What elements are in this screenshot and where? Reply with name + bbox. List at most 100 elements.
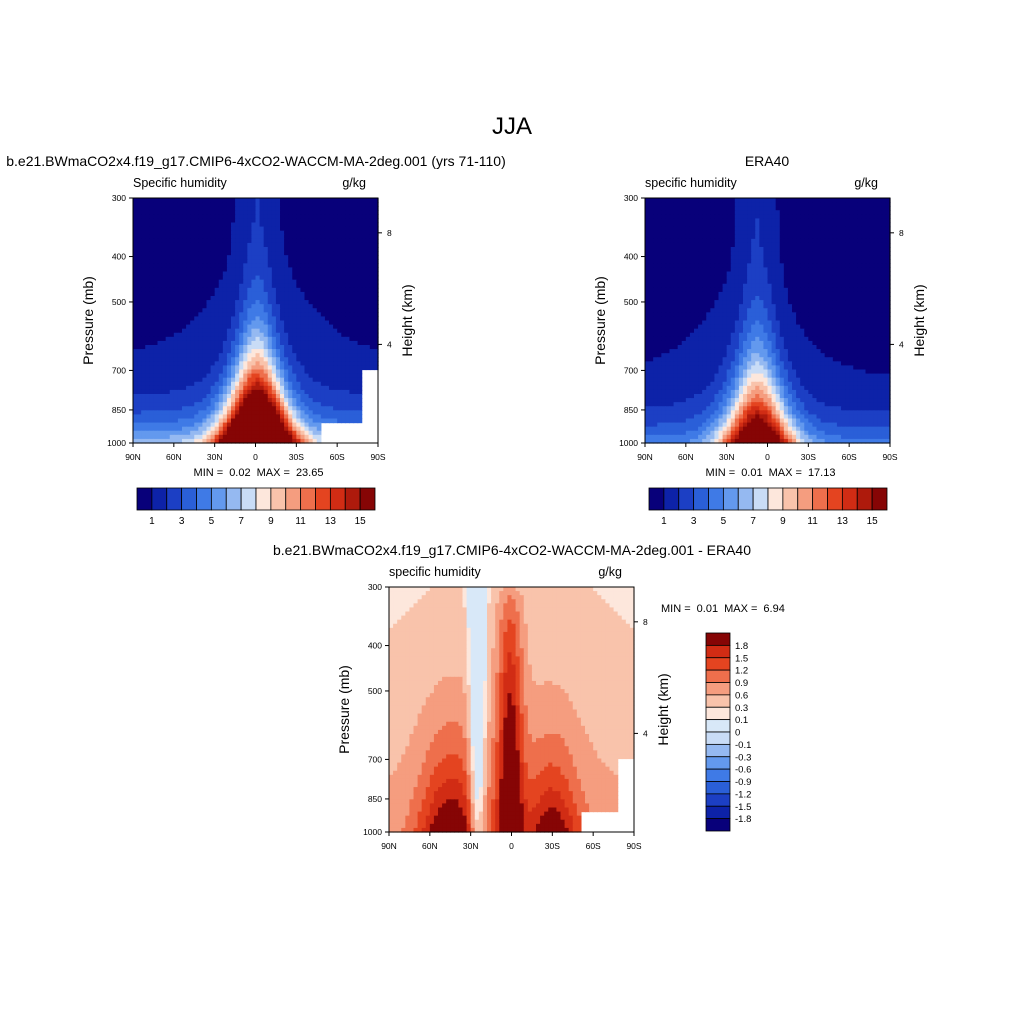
- model-contour-cell: [145, 259, 150, 264]
- model-contour-cell: [304, 357, 310, 362]
- obs-contour-cell: [747, 283, 752, 289]
- obs-contour-cell: [849, 291, 854, 297]
- model-contour-cell: [182, 206, 187, 211]
- model-contour-cell: [243, 226, 248, 232]
- obs-contour-cell: [710, 242, 716, 248]
- model-contour-cell: [259, 365, 265, 371]
- model-contour-cell: [288, 418, 293, 424]
- model-contour-cell: [316, 291, 322, 297]
- model-contour-cell: [198, 410, 204, 416]
- model-contour-cell: [190, 406, 195, 411]
- model-contour-cell: [280, 406, 285, 411]
- model-contour-cell: [267, 263, 273, 269]
- model-contour-cell: [226, 381, 232, 387]
- model-contour-cell: [267, 206, 273, 211]
- obs-contour-cell: [767, 242, 773, 248]
- model-contour-cell: [186, 345, 191, 350]
- model-contour-cell: [292, 406, 297, 411]
- obs-contour-cell: [796, 222, 801, 228]
- model-contour-cell: [218, 426, 224, 432]
- model-contour-cell: [333, 259, 338, 264]
- model-contour-cell: [353, 283, 359, 289]
- model-contour-cell: [312, 406, 318, 411]
- model-contour-cell: [288, 202, 293, 207]
- model-contour-cell: [145, 214, 150, 220]
- obs-contour-cell: [800, 263, 805, 269]
- obs-contour-cell: [649, 242, 654, 248]
- model-contour-cell: [226, 316, 232, 322]
- model-contour-cell: [329, 394, 334, 399]
- model-contour-cell: [275, 406, 281, 411]
- model-contour-cell: [373, 291, 379, 297]
- model-contour-cell: [157, 353, 163, 358]
- model-contour-cell: [308, 198, 314, 203]
- model-contour-cell: [218, 349, 224, 354]
- obs-contour-cell: [767, 291, 773, 297]
- obs-contour-cell: [702, 251, 707, 256]
- model-contour-cell: [275, 230, 281, 236]
- obs-contour-cell: [796, 242, 801, 248]
- model-contour-cell: [186, 222, 191, 228]
- model-contour-cell: [202, 438, 208, 444]
- model-contour-cell: [349, 377, 355, 383]
- obs-contour-cell: [804, 234, 809, 240]
- obs-contour-cell: [792, 267, 797, 273]
- model-contour-cell: [300, 267, 306, 273]
- obs-contour-cell: [853, 259, 858, 264]
- model-contour-cell: [202, 394, 208, 399]
- model-contour-cell: [133, 279, 138, 285]
- model-contour-cell: [263, 316, 269, 322]
- model-contour-cell: [190, 377, 195, 383]
- model-contour-cell: [190, 361, 195, 367]
- obs-contour-cell: [653, 275, 658, 281]
- model-contour-cell: [369, 238, 375, 244]
- model-contour-cell: [320, 230, 326, 236]
- model-contour-cell: [243, 271, 248, 277]
- obs-contour-cell: [698, 206, 703, 211]
- obs-contour-cell: [849, 214, 854, 220]
- model-contour-cell: [259, 332, 265, 338]
- model-contour-cell: [349, 287, 355, 293]
- obs-contour-cell: [779, 230, 785, 236]
- model-contour-cell: [296, 198, 302, 203]
- model-contour-cell: [226, 202, 232, 207]
- obs-contour-cell: [747, 279, 752, 285]
- model-contour-cell: [169, 206, 175, 211]
- obs-contour-cell: [828, 242, 834, 248]
- obs-contour-cell: [718, 198, 724, 203]
- model-contour-cell: [349, 385, 355, 391]
- model-contour-cell: [255, 308, 261, 313]
- obs-contour-cell: [800, 234, 805, 240]
- model-contour-cell: [190, 259, 195, 264]
- obs-contour-cell: [657, 206, 662, 211]
- obs-contour-cell: [730, 238, 736, 244]
- obs-contour-cell: [853, 271, 858, 277]
- model-contour-cell: [345, 345, 351, 350]
- model-contour-cell: [296, 389, 302, 395]
- model-contour-cell: [284, 349, 289, 354]
- obs-contour-cell: [853, 214, 858, 220]
- model-contour-cell: [337, 340, 342, 346]
- obs-contour-cell: [669, 279, 675, 285]
- model-contour-cell: [165, 426, 171, 432]
- model-contour-cell: [153, 320, 159, 326]
- model-contour-cell: [333, 316, 338, 322]
- model-contour-cell: [190, 422, 195, 428]
- model-contour-cell: [247, 316, 253, 322]
- model-contour-cell: [255, 369, 261, 375]
- obs-contour-cell: [681, 230, 687, 236]
- model-contour-cell: [337, 414, 342, 420]
- model-contour-cell: [198, 259, 204, 264]
- model-contour-cell: [182, 316, 187, 322]
- model-contour-cell: [186, 434, 191, 440]
- model-contour-cell: [251, 202, 257, 207]
- obs-contour-cell: [751, 247, 756, 252]
- model-contour-cell: [259, 320, 265, 326]
- model-contour-cell: [157, 328, 163, 334]
- obs-contour-cell: [853, 222, 858, 228]
- obs-contour-cell: [685, 210, 691, 215]
- model-contour-cell: [235, 296, 240, 301]
- model-contour-cell: [324, 365, 330, 371]
- model-contour-cell: [365, 320, 371, 326]
- model-contour-cell: [373, 349, 379, 354]
